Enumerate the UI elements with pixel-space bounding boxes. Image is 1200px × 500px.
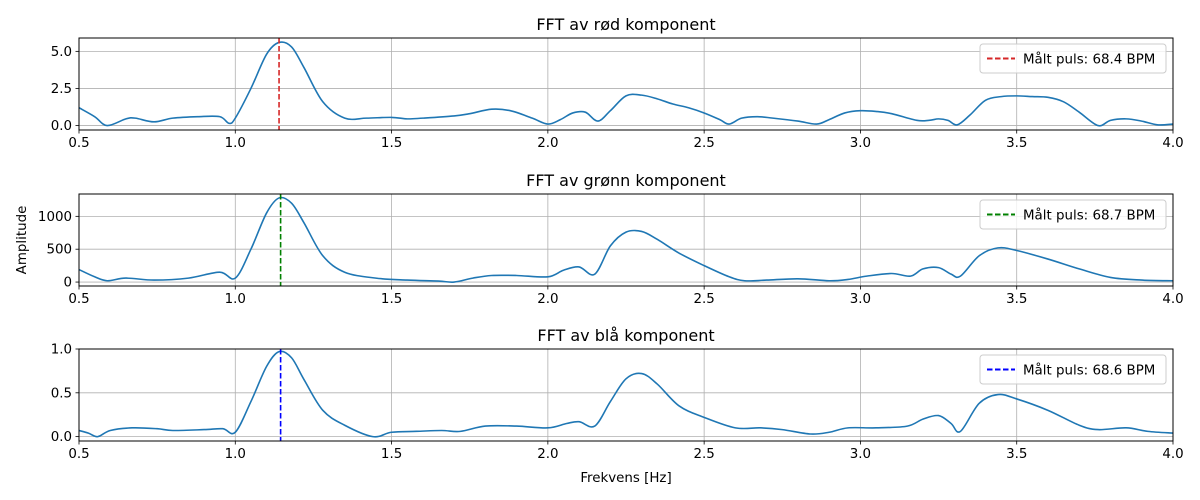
blue-panel-frame	[78, 348, 1174, 442]
legend-label: Målt puls: 68.7 BPM	[1023, 207, 1155, 224]
x-tick-label: 0.5	[68, 447, 89, 462]
x-tick-label: 1.5	[381, 136, 402, 151]
legend-box	[979, 199, 1167, 230]
x-tick-label: 2.0	[537, 447, 558, 462]
blue-panel-plot-area	[78, 349, 1174, 441]
x-tick-label: 2.0	[537, 292, 558, 307]
y-tick-label: 0.5	[51, 386, 72, 401]
y-tick-label: 500	[46, 243, 72, 258]
red-panel-frame	[78, 37, 1174, 131]
green-panel-title: FFT av grønn komponent	[526, 171, 726, 190]
x-tick-label: 0.5	[68, 136, 89, 151]
x-tick-label: 2.0	[537, 136, 558, 151]
legend-box	[979, 43, 1167, 74]
red-panel-legend: Målt puls: 68.4 BPM	[979, 43, 1167, 74]
red-panel-y-ticks: 0.0 2.5 5.0	[51, 45, 79, 134]
x-tick-label: 2.5	[693, 292, 714, 307]
green-panel-plot-area	[78, 194, 1174, 286]
legend-box	[979, 354, 1167, 385]
spectrum-line	[78, 41, 1174, 127]
legend-label: Målt puls: 68.6 BPM	[1023, 362, 1155, 379]
x-tick-label: 3.0	[850, 447, 871, 462]
spectrum-line	[78, 196, 1174, 283]
x-tick-label: 3.0	[850, 136, 871, 151]
x-tick-label: 2.5	[693, 447, 714, 462]
x-tick-label: 3.5	[1006, 292, 1027, 307]
x-axis-label: Frekvens [Hz]	[580, 471, 671, 486]
y-axis-label: Amplitude	[15, 206, 30, 275]
red-panel-plot-area	[78, 38, 1174, 130]
green-panel-y-ticks: 0 500 1000	[38, 210, 79, 291]
blue-component-panel: FFT av blå komponent 0.5 1.0 1.5 2.0 2.5 3.0 3…	[51, 326, 1184, 462]
red-component-panel: FFT av rød komponent 0.5 1.0 1.5 2.0 2.5 3.0 3…	[51, 15, 1184, 151]
y-tick-label: 0	[63, 276, 72, 291]
x-tick-label: 1.0	[225, 292, 246, 307]
x-tick-label: 1.5	[381, 447, 402, 462]
blue-panel-x-ticks: 0.5 1.0 1.5 2.0 2.5 3.0 3.5 4.0	[68, 441, 1184, 462]
red-panel-x-ticks: 0.5 1.0 1.5 2.0 2.5 3.0 3.5 4.0	[68, 130, 1184, 151]
x-tick-label: 3.0	[850, 292, 871, 307]
y-tick-label: 1.0	[51, 343, 72, 358]
x-tick-label: 0.5	[68, 292, 89, 307]
legend-label: Målt puls: 68.4 BPM	[1023, 51, 1155, 68]
x-tick-label: 4.0	[1162, 447, 1183, 462]
blue-panel-title: FFT av blå komponent	[537, 326, 714, 345]
y-tick-label: 1000	[38, 210, 72, 225]
red-panel-title: FFT av rød komponent	[536, 15, 715, 34]
x-tick-label: 4.0	[1162, 136, 1183, 151]
green-panel-frame	[78, 193, 1174, 287]
x-tick-label: 4.0	[1162, 292, 1183, 307]
x-tick-label: 1.0	[225, 447, 246, 462]
y-tick-label: 5.0	[51, 45, 72, 60]
blue-panel-y-ticks: 0.0 0.5 1.0	[51, 343, 79, 445]
green-component-panel: FFT av grønn komponent 0.5 1.0 1.5 2.0 2.5 3.…	[38, 171, 1184, 307]
green-panel-legend: Målt puls: 68.7 BPM	[979, 199, 1167, 230]
x-tick-label: 1.5	[381, 292, 402, 307]
spectrum-line	[78, 350, 1174, 438]
y-tick-label: 0.0	[51, 119, 72, 134]
x-tick-label: 3.5	[1006, 447, 1027, 462]
y-tick-label: 0.0	[51, 430, 72, 445]
x-tick-label: 1.0	[225, 136, 246, 151]
y-tick-label: 2.5	[51, 82, 72, 97]
green-panel-x-ticks: 0.5 1.0 1.5 2.0 2.5 3.0 3.5 4.0	[68, 286, 1184, 307]
x-tick-label: 2.5	[693, 136, 714, 151]
x-tick-label: 3.5	[1006, 136, 1027, 151]
blue-panel-legend: Målt puls: 68.6 BPM	[979, 354, 1167, 385]
